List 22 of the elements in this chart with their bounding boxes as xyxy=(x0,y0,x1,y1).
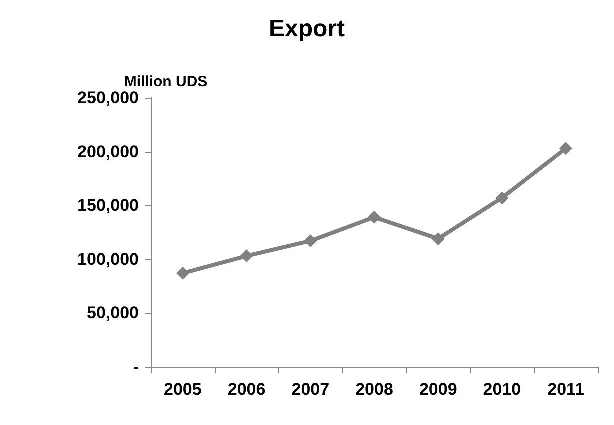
y-tick-label: 250,000 xyxy=(78,88,139,108)
point xyxy=(496,192,509,205)
y-tick-label: 200,000 xyxy=(78,142,139,162)
x-tick-label: 2005 xyxy=(164,380,202,399)
x-tick-label: 2006 xyxy=(228,380,266,399)
x-tick-label: 2009 xyxy=(419,380,458,399)
x-tick-label: 2010 xyxy=(483,380,522,399)
y-tick-label: - xyxy=(133,358,139,376)
chart-title: Export xyxy=(268,16,346,42)
point xyxy=(240,250,254,263)
point xyxy=(432,232,445,246)
point xyxy=(560,142,573,156)
y-tick-label: 150,000 xyxy=(78,196,139,216)
y-tick-label: 100,000 xyxy=(78,250,139,269)
point xyxy=(304,234,318,248)
x-tick-label: 2007 xyxy=(292,380,330,399)
point xyxy=(176,266,190,280)
y-tick-label: 50,000 xyxy=(87,304,139,323)
y-axis-title: Million UDS xyxy=(124,74,208,91)
x-tick-label: 2011 xyxy=(548,380,585,399)
point xyxy=(368,210,381,224)
x-tick-label: 2008 xyxy=(356,380,394,399)
